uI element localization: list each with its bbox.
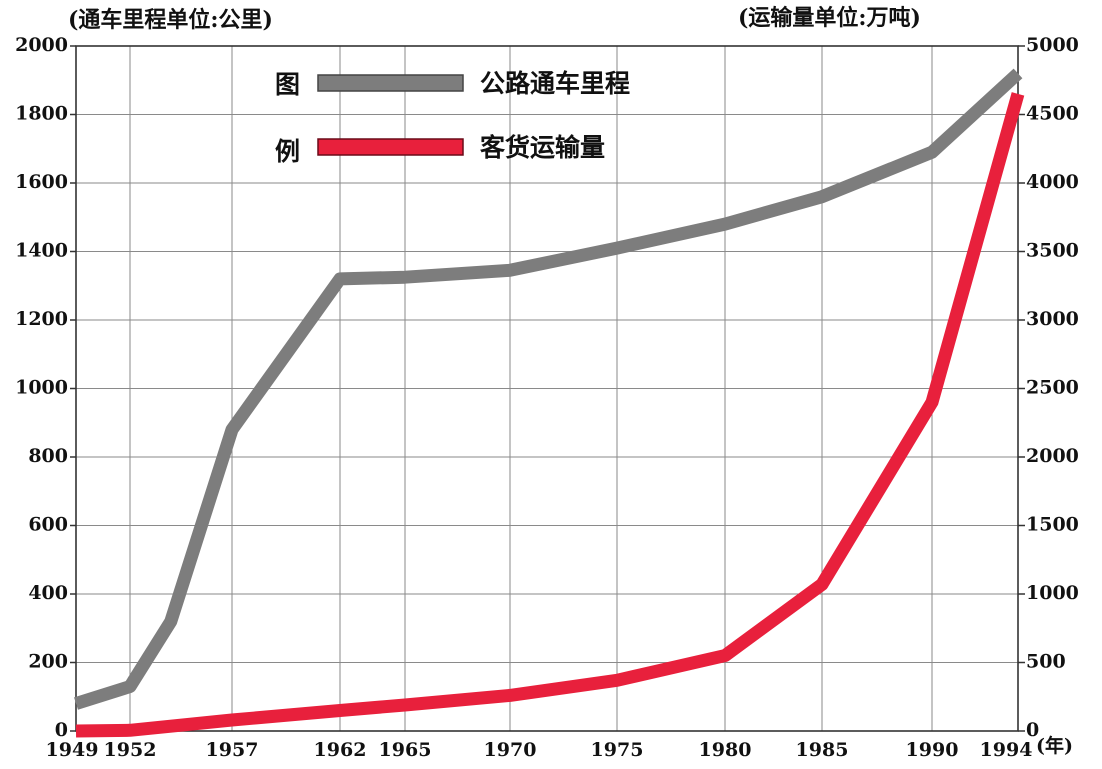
x-tick-label: 1990 — [906, 739, 959, 761]
right-tick-label: 2000 — [1026, 445, 1079, 467]
x-axis-unit: (年) — [1036, 734, 1073, 757]
series-lines — [74, 68, 1025, 738]
x-tick-label: 1975 — [591, 739, 644, 761]
x-tick-label: 1970 — [484, 739, 537, 761]
right-tick-label: 4500 — [1026, 103, 1079, 125]
legend: 图 例 公路通车里程 客货运输量 — [275, 69, 630, 166]
right-tick-label: 0 — [1026, 719, 1039, 741]
right-tick-label: 1000 — [1026, 582, 1079, 604]
left-tick-label: 1400 — [15, 240, 68, 262]
legend-label-mileage: 公路通车里程 — [480, 69, 630, 98]
legend-swatch-mileage — [317, 74, 464, 92]
left-tick-label: 1200 — [15, 308, 68, 330]
left-tick-label: 400 — [28, 582, 68, 604]
legend-title-bottom: 例 — [275, 137, 300, 166]
left-axis-unit-label: (通车里程单位:公里) — [68, 7, 273, 33]
right-tick-label: 500 — [1026, 651, 1066, 673]
series-line-transport — [75, 92, 1025, 738]
left-tick-label: 800 — [28, 445, 68, 467]
left-tick-label: 1600 — [15, 171, 68, 193]
left-tick-label: 1000 — [15, 377, 68, 399]
right-tick-label: 3500 — [1026, 240, 1079, 262]
x-axis: 1949 1952 1957 1962 1965 1970 1975 1980 1985 1990… — [46, 734, 1073, 761]
left-tick-label: 2000 — [15, 34, 68, 56]
x-tick-label: 1962 — [314, 739, 367, 761]
x-tick-label: 1949 — [46, 739, 99, 761]
legend-title-top: 图 — [275, 70, 300, 99]
x-tick-label: 1957 — [206, 739, 259, 761]
left-tick-label: 600 — [28, 514, 68, 536]
x-tick-label: 1980 — [699, 739, 752, 761]
x-tick-label: 1965 — [379, 739, 432, 761]
right-tick-label: 3000 — [1026, 308, 1079, 330]
right-tick-label: 2500 — [1026, 377, 1079, 399]
left-tick-label: 1800 — [15, 103, 68, 125]
right-tick-label: 4000 — [1026, 171, 1079, 193]
left-tick-label: 0 — [55, 719, 68, 741]
left-tick-label: 200 — [28, 651, 68, 673]
legend-label-transport: 客货运输量 — [480, 133, 605, 162]
x-tick-label: 1952 — [104, 739, 157, 761]
x-tick-label: 1985 — [796, 739, 849, 761]
right-y-axis: 0 500 1000 1500 2000 2500 3000 3500 4000 4500 5000 — [1018, 34, 1079, 741]
series-line-mileage — [74, 68, 1023, 710]
right-axis-unit-label: (运输量单位:万吨) — [738, 5, 921, 31]
right-tick-label: 5000 — [1026, 34, 1079, 56]
legend-swatch-transport — [317, 138, 464, 156]
left-y-axis: 0 200 400 600 800 1000 1200 1400 1600 1800 2000 — [15, 34, 76, 741]
right-tick-label: 1500 — [1026, 514, 1079, 536]
x-tick-label: 1994 — [980, 739, 1033, 761]
